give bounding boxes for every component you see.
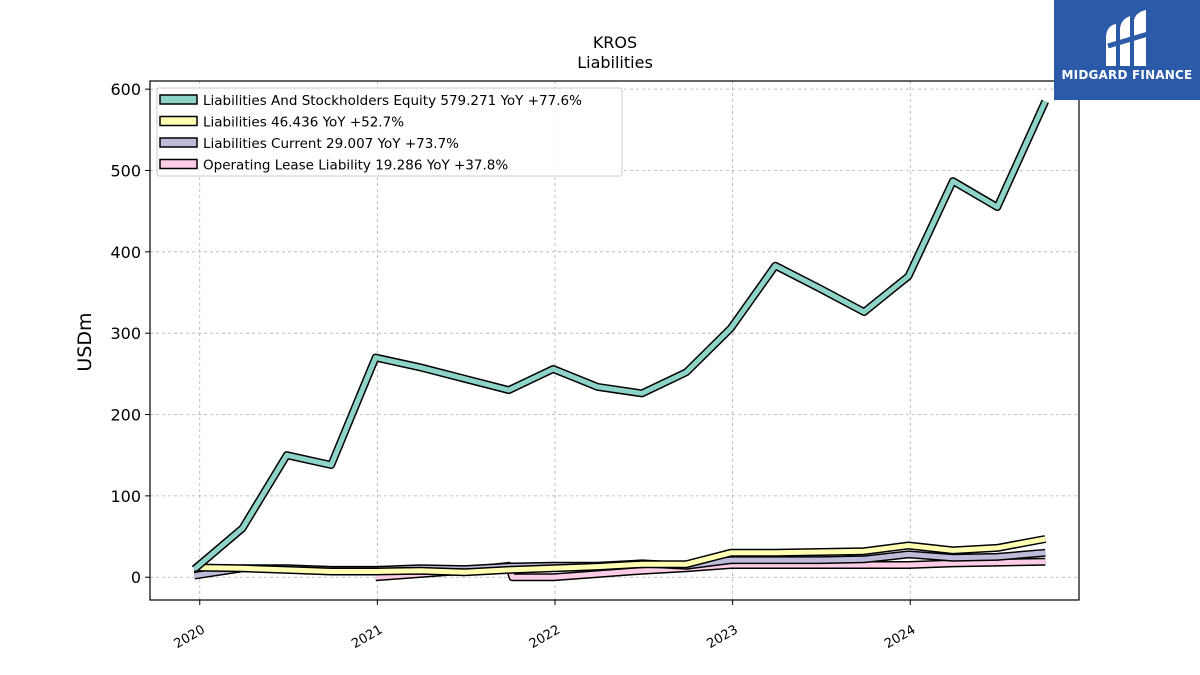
legend-swatch [159,94,198,105]
midgard-logo-icon [1106,10,1149,66]
x-tick-label: 2020 [172,622,208,652]
x-tick-label: 2024 [882,622,918,652]
legend-label: Liabilities And Stockholders Equity 579.… [203,93,582,109]
y-tick-label: 100 [110,487,141,506]
plot-frame [149,80,1080,601]
legend-label: Operating Lease Liability 19.286 YoY +37… [203,158,508,174]
y-tick-label: 300 [110,324,141,343]
series-layer [191,99,1049,582]
legend-label: Liabilities Current 29.007 YoY +73.7% [203,136,459,152]
legend-swatch [159,137,198,148]
x-tick-label: 2023 [704,622,740,652]
series-line [192,100,1048,572]
legend: Liabilities And Stockholders Equity 579.… [156,87,623,177]
chart-subtitle: Liabilities [577,53,653,72]
legend-swatch [159,115,198,127]
y-tick-label: 600 [110,80,141,99]
y-tick-label: 200 [110,406,141,425]
chart-title: KROS [593,33,637,52]
series-line [194,536,1046,575]
legend-swatch [159,158,198,170]
legend-label: Liabilities 46.436 YoY +52.7% [203,115,404,131]
y-tick-label: 400 [110,243,141,262]
legend-box [156,87,623,177]
y-axis-label: USDm [74,312,96,371]
y-tick-label: 0 [131,568,141,587]
y-tick-label: 500 [110,161,141,180]
x-tick-label: 2022 [527,622,563,652]
brand-logo: MIDGARD FINANCE [1054,0,1200,100]
brand-name: MIDGARD FINANCE [1061,68,1193,82]
x-tick-label: 2021 [349,622,385,652]
